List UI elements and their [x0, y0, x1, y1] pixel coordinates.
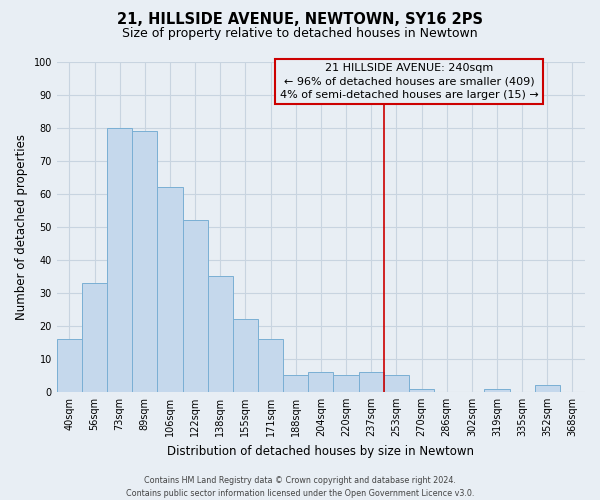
Bar [258, 339, 283, 392]
Bar [535, 386, 560, 392]
Y-axis label: Number of detached properties: Number of detached properties [15, 134, 28, 320]
Text: Size of property relative to detached houses in Newtown: Size of property relative to detached ho… [122, 28, 478, 40]
Bar [208, 276, 233, 392]
Bar [384, 376, 409, 392]
Bar [308, 372, 334, 392]
Bar [283, 376, 308, 392]
Bar [334, 376, 359, 392]
Bar [409, 388, 434, 392]
Bar [107, 128, 132, 392]
Bar [132, 131, 157, 392]
Bar [157, 187, 182, 392]
Bar [359, 372, 384, 392]
Text: 21 HILLSIDE AVENUE: 240sqm
← 96% of detached houses are smaller (409)
4% of semi: 21 HILLSIDE AVENUE: 240sqm ← 96% of deta… [280, 63, 538, 100]
Bar [484, 388, 509, 392]
Text: 21, HILLSIDE AVENUE, NEWTOWN, SY16 2PS: 21, HILLSIDE AVENUE, NEWTOWN, SY16 2PS [117, 12, 483, 28]
Bar [182, 220, 208, 392]
Text: Contains HM Land Registry data © Crown copyright and database right 2024.
Contai: Contains HM Land Registry data © Crown c… [126, 476, 474, 498]
Bar [57, 339, 82, 392]
Bar [82, 283, 107, 392]
Bar [233, 319, 258, 392]
X-axis label: Distribution of detached houses by size in Newtown: Distribution of detached houses by size … [167, 444, 475, 458]
